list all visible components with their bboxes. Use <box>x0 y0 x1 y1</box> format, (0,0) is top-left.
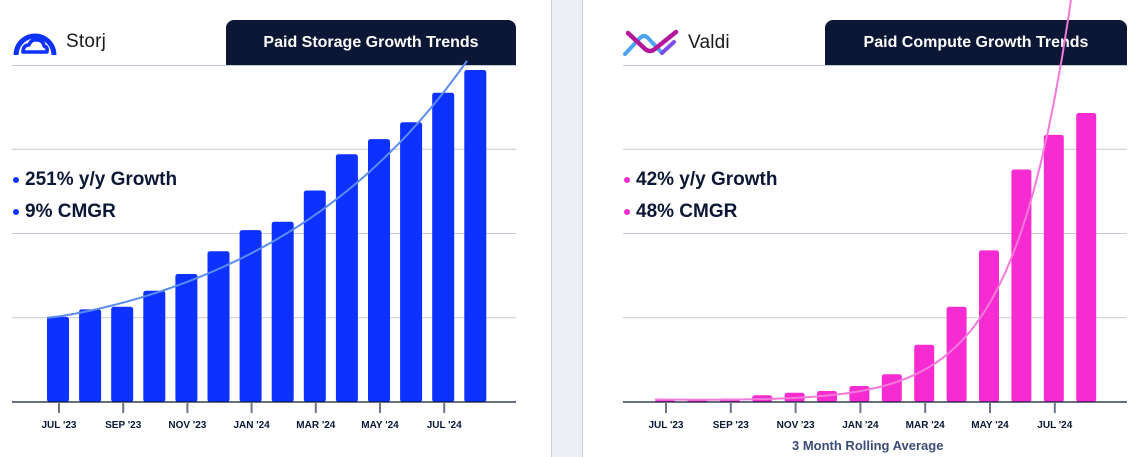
bar-jul-24 <box>1043 134 1064 403</box>
x-tick-label: SEP '23 <box>713 420 750 431</box>
bar-jul-23 <box>47 316 69 402</box>
bullet-icon <box>13 177 19 183</box>
storj-logo-icon <box>13 33 57 56</box>
stat-text: 48% CMGR <box>636 201 738 222</box>
bar-jun-24 <box>400 122 423 402</box>
chart-footnote: 3 Month Rolling Average <box>792 438 944 453</box>
trend-line <box>46 60 468 319</box>
bar-aug-23 <box>79 309 102 402</box>
x-tick-label: MAR '24 <box>296 420 335 431</box>
valdi-brand: Valdi <box>622 28 730 58</box>
x-tick-label: NOV '23 <box>168 420 206 431</box>
x-tick-label: JAN '24 <box>842 420 879 431</box>
bar-nov-23 <box>175 273 198 402</box>
bar-jun-24 <box>1011 169 1032 402</box>
header-divider <box>623 65 1127 66</box>
bar-jan-24 <box>849 385 870 402</box>
brand-name: Valdi <box>688 32 730 53</box>
brand-name: Storj <box>66 31 107 52</box>
bar-jul-24 <box>432 92 455 403</box>
x-tick-label: JUL '23 <box>42 420 77 431</box>
bar-aug-24 <box>464 70 487 403</box>
stat-text: 251% y/y Growth <box>25 169 178 190</box>
x-tick-label: NOV '23 <box>777 420 815 431</box>
bar-feb-24 <box>881 374 902 402</box>
stat-text: 42% y/y Growth <box>636 169 778 190</box>
compute-panel: Valdi Paid Compute Growth Trends 42% y/y… <box>583 0 1136 457</box>
stats-list: 251% y/y Growth 9% CMGR <box>13 164 177 228</box>
bar-mar-24 <box>303 190 326 402</box>
stat-yoy: 42% y/y Growth <box>624 164 778 196</box>
x-tick-label: MAY '24 <box>971 420 1009 431</box>
chart-title: Paid Storage Growth Trends <box>226 20 516 65</box>
panel-divider <box>551 0 583 457</box>
chart-title: Paid Compute Growth Trends <box>825 20 1127 65</box>
bar-jan-24 <box>239 230 262 402</box>
bar-dec-23 <box>207 251 230 402</box>
bar-sep-23 <box>111 306 134 402</box>
bar-apr-24 <box>335 154 358 402</box>
x-tick-label: JUL '23 <box>649 420 684 431</box>
compute-chart: JUL '23 SEP '23 NOV '23 JAN '24 MAR '24 MAY '… <box>623 0 1127 431</box>
bar-may-24 <box>979 250 999 402</box>
x-tick-label: JUL '24 <box>1037 420 1072 431</box>
storage-chart: JUL '23 SEP '23 NOV '23 JAN '24 MAR '24 MAY '… <box>12 60 516 431</box>
bullet-icon <box>624 209 630 215</box>
bar-mar-24 <box>914 344 935 402</box>
stat-cmgr: 9% CMGR <box>13 196 177 228</box>
storage-panel: Storj Paid Storage Growth Trends 251% y/… <box>0 0 551 457</box>
stat-cmgr: 48% CMGR <box>624 196 778 228</box>
trend-line <box>655 0 1072 401</box>
bar-feb-24 <box>271 221 294 402</box>
valdi-logo-icon <box>623 29 679 56</box>
bar-may-24 <box>368 139 390 402</box>
x-tick-label: JUL '24 <box>427 420 462 431</box>
bar-oct-23 <box>143 290 166 402</box>
x-tick-label: MAY '24 <box>361 420 399 431</box>
bullet-icon <box>624 177 630 183</box>
x-tick-label: MAR '24 <box>906 420 945 431</box>
bar-aug-24 <box>1076 113 1097 403</box>
stats-list: 42% y/y Growth 48% CMGR <box>624 164 778 228</box>
stat-yoy: 251% y/y Growth <box>13 164 177 196</box>
stat-text: 9% CMGR <box>25 201 116 222</box>
x-tick-label: JAN '24 <box>233 420 270 431</box>
header-divider <box>12 65 516 66</box>
storj-brand: Storj <box>12 28 106 56</box>
bullet-icon <box>13 209 19 215</box>
bar-apr-24 <box>946 306 967 402</box>
x-tick-label: SEP '23 <box>105 420 142 431</box>
